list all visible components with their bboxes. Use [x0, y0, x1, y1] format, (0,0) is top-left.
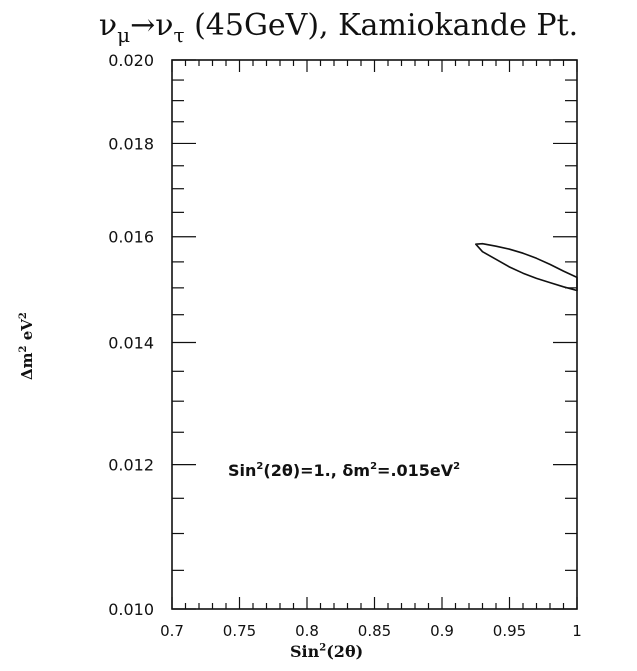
y-axis-label: Δm2 eV2 [18, 312, 36, 380]
y-tick-label: 0.020 [108, 51, 154, 70]
x-tick-label: 0.9 [430, 622, 454, 640]
x-tick-label: 0.75 [223, 622, 256, 640]
y-tick-label: 0.010 [108, 600, 154, 619]
y-tick-label: 0.012 [108, 456, 154, 475]
x-tick-label: 0.8 [295, 622, 319, 640]
plot-border [171, 59, 578, 610]
x-tick-label: 0.95 [493, 622, 526, 640]
plot-frame [171, 59, 578, 610]
x-tick-label: 0.85 [358, 622, 391, 640]
y-tick-label: 0.016 [108, 228, 154, 247]
tick-labels: 0.7 0.75 0.8 0.85 0.9 0.95 1 0.010 0.012 0.014 0.0… [108, 51, 582, 640]
contour-line [475, 242, 578, 292]
y-tick-label: 0.018 [108, 134, 154, 153]
axis-ticks [171, 59, 578, 610]
y-tick-label: 0.014 [108, 334, 154, 353]
x-axis-label: Sin2(2θ) [290, 642, 364, 661]
annotation-text: Sin2(2θ)=1., δm2=.015eV2 [228, 461, 460, 480]
x-tick-label: 0.7 [160, 622, 184, 640]
x-tick-label: 1 [572, 622, 582, 640]
chart-title: νμ→ντ (45GeV), Kamiokande Pt. [98, 8, 579, 47]
series-layer [475, 242, 578, 292]
